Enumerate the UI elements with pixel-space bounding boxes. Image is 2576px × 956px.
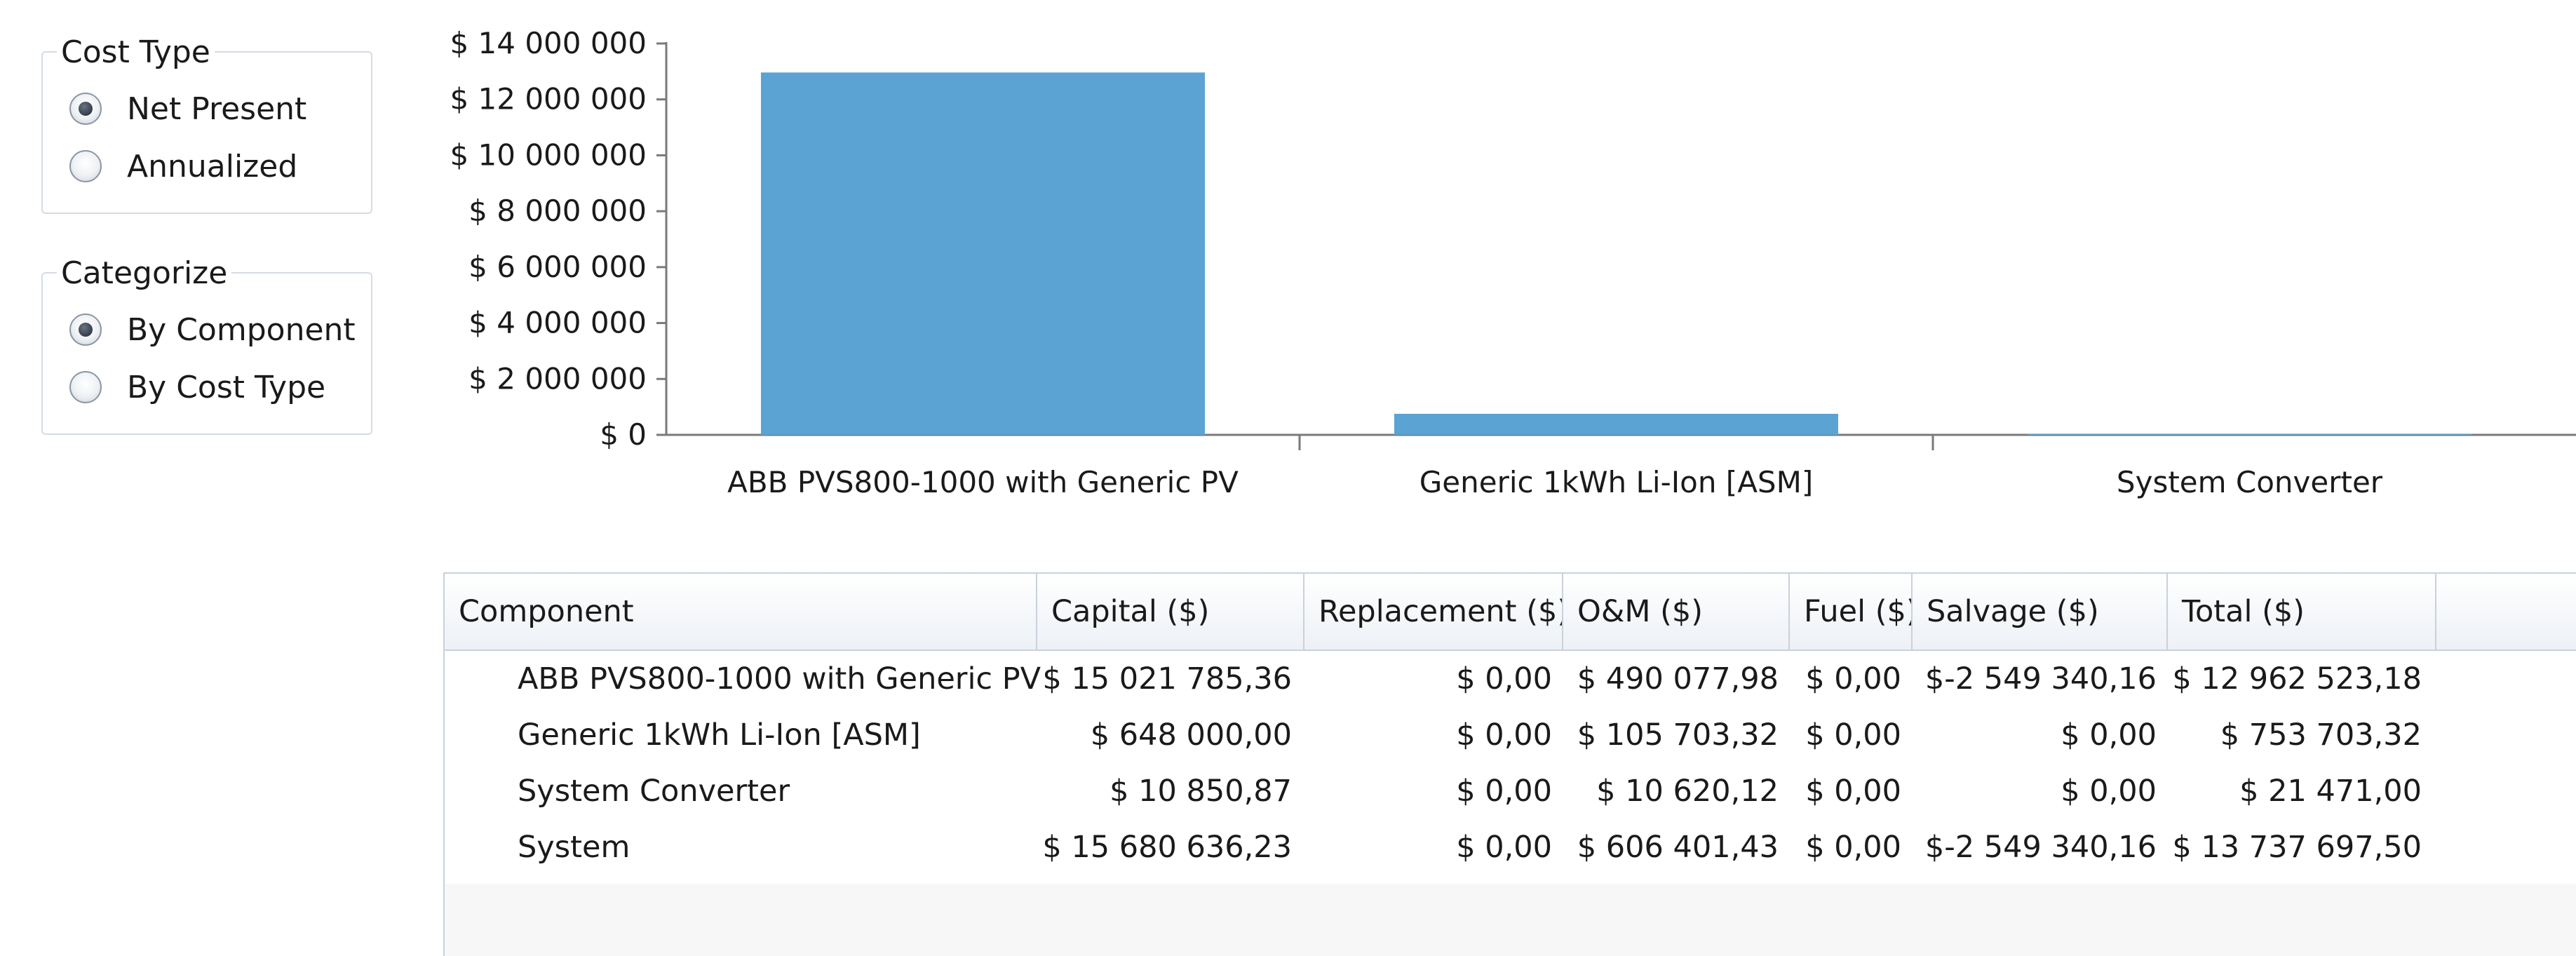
col-header-component[interactable]: Component	[445, 574, 1037, 649]
radio-by-cost-type[interactable]: By Cost Type	[69, 366, 325, 408]
cell-fuel: $ 0,00	[1805, 661, 1901, 696]
x-tick-label: Generic 1kWh Li-Ion [ASM]	[1420, 465, 1813, 499]
radio-by-cost-type-indicator[interactable]	[69, 371, 102, 403]
table-body: ABB PVS800-1000 with Generic PV $ 15 021…	[445, 651, 2576, 884]
cell-replacement: $ 0,00	[1456, 718, 1552, 753]
cell-fuel: $ 0,00	[1805, 774, 1901, 809]
cost-type-group: Cost Type Net Present Annualized	[41, 34, 372, 214]
cell-salvage: $-2 549 340,16	[1924, 661, 2157, 696]
cost-type-legend: Cost Type	[57, 34, 215, 72]
y-tick-label: $ 0	[600, 417, 647, 452]
y-tick-label: $ 4 000 000	[468, 306, 647, 340]
cell-om: $ 606 401,43	[1577, 830, 1779, 865]
radio-net-present[interactable]: Net Present	[69, 88, 306, 130]
cell-component: System Converter	[518, 774, 790, 809]
cell-salvage: $ 0,00	[2061, 718, 2157, 753]
cell-capital: $ 15 021 785,36	[1042, 661, 1292, 696]
radio-by-component[interactable]: By Component	[69, 309, 356, 351]
cell-component: System	[518, 830, 630, 865]
cell-capital: $ 10 850,87	[1110, 774, 1292, 809]
col-header-om[interactable]: O&M ($)	[1563, 574, 1790, 649]
cell-replacement: $ 0,00	[1456, 661, 1552, 696]
col-header-fuel[interactable]: Fuel ($)	[1790, 574, 1913, 649]
radio-annualized-label: Annualized	[127, 148, 298, 184]
table-row[interactable]: System Converter $ 10 850,87 $ 0,00 $ 10…	[445, 763, 2576, 819]
y-tick-label: $ 8 000 000	[468, 194, 647, 228]
cell-fuel: $ 0,00	[1805, 718, 1901, 753]
cell-replacement: $ 0,00	[1456, 774, 1552, 809]
cell-component: ABB PVS800-1000 with Generic PV	[518, 661, 1041, 696]
cell-om: $ 105 703,32	[1577, 718, 1779, 753]
cell-capital: $ 648 000,00	[1090, 718, 1292, 753]
cell-fuel: $ 0,00	[1805, 830, 1901, 865]
y-tick-label: $ 6 000 000	[468, 250, 647, 284]
table-row[interactable]: Generic 1kWh Li-Ion [ASM] $ 648 000,00 $…	[445, 707, 2576, 763]
col-header-total[interactable]: Total ($)	[2168, 574, 2436, 649]
y-tick-label: $ 12 000 000	[450, 82, 647, 116]
cell-replacement: $ 0,00	[1456, 830, 1552, 865]
cell-om: $ 490 077,98	[1577, 661, 1779, 696]
radio-by-component-label: By Component	[127, 311, 356, 348]
y-tick-label: $ 14 000 000	[450, 26, 647, 60]
y-tick-label: $ 2 000 000	[468, 361, 647, 396]
bar[interactable]	[1394, 413, 1838, 435]
col-header-capital[interactable]: Capital ($)	[1037, 574, 1304, 649]
x-tick-label: ABB PVS800-1000 with Generic PV	[727, 465, 1239, 499]
radio-annualized[interactable]: Annualized	[69, 145, 297, 187]
bar[interactable]	[761, 72, 1205, 436]
cost-bar-chart: $ 0 $ 2 000 000 $ 4 000 000 $ 6 000 000 $ 8 …	[450, 26, 2576, 499]
table-header: Component Capital ($) Replacement ($) O&…	[445, 574, 2576, 651]
radio-by-cost-type-label: By Cost Type	[127, 369, 326, 405]
cell-total: $ 12 962 523,18	[2172, 661, 2422, 696]
cell-total: $ 753 703,32	[2220, 718, 2422, 753]
x-tick-label: System Converter	[2117, 465, 2383, 499]
cell-salvage: $-2 549 340,16	[1924, 830, 2157, 865]
cell-component: Generic 1kWh Li-Ion [ASM]	[518, 718, 921, 753]
radio-annualized-indicator[interactable]	[69, 150, 102, 182]
categorize-legend: Categorize	[57, 255, 232, 292]
col-header-salvage[interactable]: Salvage ($)	[1913, 574, 2168, 649]
cost-summary-table: Component Capital ($) Replacement ($) O&…	[443, 572, 2576, 956]
categorize-group: Categorize By Component By Cost Type	[41, 255, 372, 435]
bar[interactable]	[2028, 434, 2472, 435]
cell-capital: $ 15 680 636,23	[1042, 830, 1292, 865]
table-row[interactable]: ABB PVS800-1000 with Generic PV $ 15 021…	[445, 651, 2576, 707]
cell-salvage: $ 0,00	[2061, 774, 2157, 809]
radio-net-present-label: Net Present	[127, 90, 307, 127]
y-tick-label: $ 10 000 000	[450, 137, 647, 172]
col-header-replacement[interactable]: Replacement ($)	[1304, 574, 1563, 649]
cell-total: $ 13 737 697,50	[2172, 830, 2422, 865]
radio-by-component-indicator[interactable]	[69, 314, 102, 346]
radio-net-present-indicator[interactable]	[69, 93, 102, 125]
cell-total: $ 21 471,00	[2239, 774, 2422, 809]
cell-om: $ 10 620,12	[1596, 774, 1779, 809]
table-row[interactable]: System $ 15 680 636,23 $ 0,00 $ 606 401,…	[445, 819, 2576, 875]
